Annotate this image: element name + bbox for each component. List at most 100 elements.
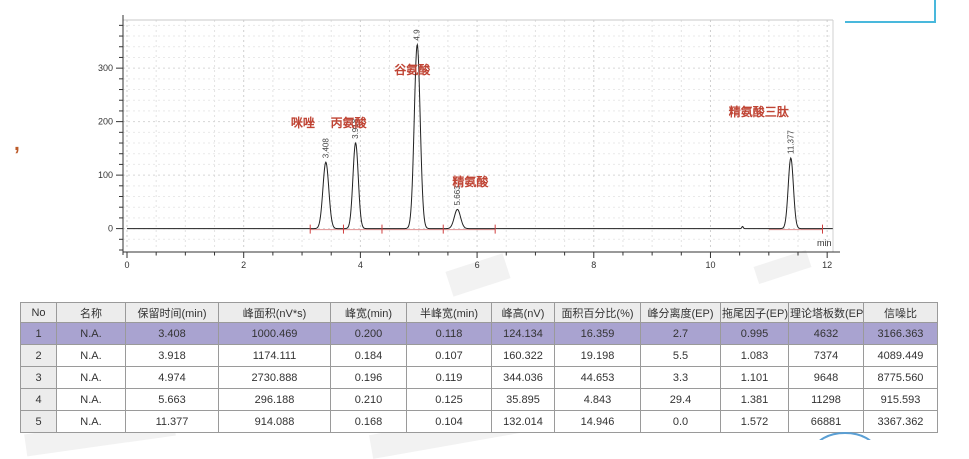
stray-comma-mark: ,	[14, 132, 20, 155]
table-cell: 11298	[788, 388, 864, 411]
table-cell: 5.5	[640, 344, 721, 367]
y-tick-label: 0	[108, 224, 113, 234]
peak-time-label: 3.408	[321, 138, 330, 159]
table-cell: 0.168	[330, 410, 407, 433]
table-cell: 35.895	[491, 388, 555, 411]
table-header-row: No 名称 保留时间(min) 峰面积(nV*s) 峰宽(min) 半峰宽(min) 峰高(…	[20, 302, 938, 323]
table-cell: 1.101	[720, 366, 789, 389]
table-cell: 3.3	[640, 366, 721, 389]
table-cell: 4.974	[125, 366, 219, 389]
table-cell: 3166.363	[863, 322, 938, 345]
table-row[interactable]: 5 N.A. 11.377 914.088 0.168 0.104 132.014 14.94…	[20, 410, 938, 433]
x-tick-label: 8	[591, 260, 596, 270]
table-cell: 44.653	[554, 366, 641, 389]
column-header: 拖尾因子(EP)	[720, 302, 789, 323]
column-header: No	[20, 302, 57, 323]
table-cell: 7374	[788, 344, 864, 367]
peak-results-table: No 名称 保留时间(min) 峰面积(nV*s) 峰宽(min) 半峰宽(min) 峰高(…	[20, 302, 938, 433]
table-cell: 0.995	[720, 322, 789, 345]
table-cell: 3	[20, 366, 57, 389]
y-tick-label: 200	[98, 117, 113, 127]
table-cell: 0.184	[330, 344, 407, 367]
x-tick-label: 2	[241, 260, 246, 270]
table-cell: 2730.888	[218, 366, 331, 389]
table-cell: 19.198	[554, 344, 641, 367]
table-cell: 4632	[788, 322, 864, 345]
column-header: 保留时间(min)	[125, 302, 219, 323]
table-cell: 2.7	[640, 322, 721, 345]
table-row[interactable]: 2 N.A. 3.918 1174.111 0.184 0.107 160.322 19.19…	[20, 344, 938, 367]
table-cell: N.A.	[56, 410, 126, 433]
chromatogram-chart: 0 100 200 300 0 2 4 6 8 10 12 min 3.408 3.918 4.9 5.663…	[98, 15, 840, 270]
peak-name-label: 丙氨酸	[331, 115, 368, 130]
table-cell: 0.0	[640, 410, 721, 433]
table-cell: 344.036	[491, 366, 555, 389]
table-cell: 124.134	[491, 322, 555, 345]
table-cell: 1000.469	[218, 322, 331, 345]
table-cell: 0.200	[330, 322, 407, 345]
table-cell: 915.593	[863, 388, 938, 411]
table-cell: 4089.449	[863, 344, 938, 367]
table-cell: 0.107	[406, 344, 492, 367]
x-axis-unit-label: min	[817, 238, 832, 248]
table-cell: 16.359	[554, 322, 641, 345]
table-cell: 5	[20, 410, 57, 433]
table-cell: 4	[20, 388, 57, 411]
chromatogram-trace	[127, 42, 833, 230]
peak-name-label: 咪唑	[291, 115, 315, 130]
y-tick-label: 100	[98, 170, 113, 180]
peak-name-label: 谷氨酸	[394, 62, 431, 77]
table-cell: 8775.560	[863, 366, 938, 389]
table-cell: 1.381	[720, 388, 789, 411]
x-tick-label: 6	[475, 260, 480, 270]
column-header: 名称	[56, 302, 126, 323]
x-tick-label: 0	[124, 260, 129, 270]
table-cell: N.A.	[56, 344, 126, 367]
table-cell: 9648	[788, 366, 864, 389]
table-cell: 132.014	[491, 410, 555, 433]
highlight-ellipse	[819, 432, 871, 440]
column-header: 峰分离度(EP)	[640, 302, 721, 323]
x-tick-label: 4	[358, 260, 363, 270]
column-header: 峰宽(min)	[330, 302, 407, 323]
table-cell: 0.104	[406, 410, 492, 433]
column-header: 半峰宽(min)	[406, 302, 492, 323]
table-cell: 2	[20, 344, 57, 367]
column-header: 峰高(nV)	[491, 302, 555, 323]
table-cell: 3.918	[125, 344, 219, 367]
table-cell: 4.843	[554, 388, 641, 411]
table-cell: N.A.	[56, 366, 126, 389]
peak-time-label: 3.918	[351, 118, 360, 139]
table-cell: 160.322	[491, 344, 555, 367]
table-row[interactable]: 4 N.A. 5.663 296.188 0.210 0.125 35.895 4.843 29…	[20, 388, 938, 411]
y-tick-label: 300	[98, 63, 113, 73]
peak-name-label: 精氨酸	[452, 174, 489, 189]
x-tick-label: 12	[822, 260, 832, 270]
table-cell: 914.088	[218, 410, 331, 433]
table-row[interactable]: 3 N.A. 4.974 2730.888 0.196 0.119 344.036 44.65…	[20, 366, 938, 389]
table-cell: N.A.	[56, 322, 126, 345]
table-cell: 3367.362	[863, 410, 938, 433]
table-cell: 5.663	[125, 388, 219, 411]
column-header: 理论塔板数(EP)	[788, 302, 864, 323]
table-cell: N.A.	[56, 388, 126, 411]
peak-time-label: 4.9	[413, 29, 422, 41]
table-cell: 1.572	[720, 410, 789, 433]
table-cell: 1.083	[720, 344, 789, 367]
table-cell: 3.408	[125, 322, 219, 345]
table-cell: 0.196	[330, 366, 407, 389]
peak-name-label: 精氨酸三肽	[729, 104, 790, 119]
table-cell: 0.125	[406, 388, 492, 411]
peak-time-label: 5.663	[453, 185, 462, 206]
table-cell: 0.119	[406, 366, 492, 389]
table-cell: 1174.111	[218, 344, 331, 367]
table-cell: 66881	[788, 410, 864, 433]
table-cell: 1	[20, 322, 57, 345]
table-cell: 11.377	[125, 410, 219, 433]
column-header: 面积百分比(%)	[554, 302, 641, 323]
table-row[interactable]: 1 N.A. 3.408 1000.469 0.200 0.118 124.134 16.35…	[20, 322, 938, 345]
column-header: 信噪比	[863, 302, 938, 323]
column-header: 峰面积(nV*s)	[218, 302, 331, 323]
x-tick-label: 10	[705, 260, 715, 270]
table-cell: 14.946	[554, 410, 641, 433]
